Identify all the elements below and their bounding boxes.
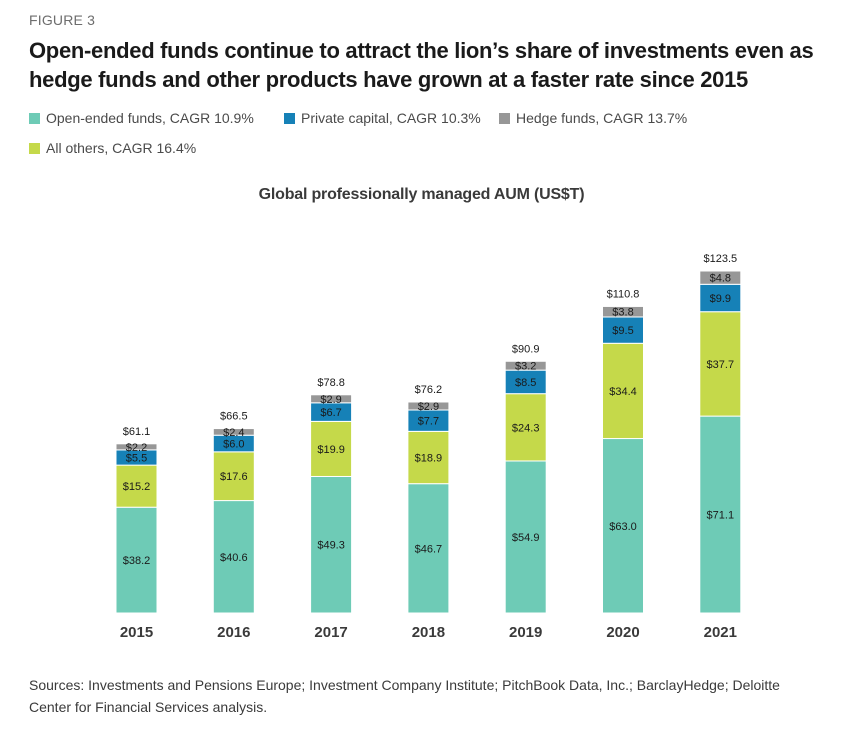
bar-segment-hedge-funds — [212, 428, 255, 436]
bar-segment-all-others — [115, 464, 158, 508]
value-label: $2.4 — [223, 427, 244, 439]
bar-segment-hedge-funds — [407, 401, 450, 411]
x-tick-label: 2017 — [314, 624, 347, 641]
bar-segment-private-capital — [602, 316, 644, 344]
bar-segment-hedge-funds — [602, 305, 644, 318]
legend-label-hedge-funds: Hedge funds, CAGR 13.7% — [516, 110, 688, 126]
legend-item-all-others: All others, CAGR 16.4% — [29, 140, 196, 156]
value-label: $18.9 — [415, 453, 443, 465]
headline: Open-ended funds continue to attract the… — [29, 38, 814, 92]
bar-segment-all-others — [699, 311, 742, 417]
value-label: $2.2 — [126, 442, 147, 454]
value-label: $38.2 — [123, 555, 151, 567]
stacked-bar-chart: $38.2 $15.2 $5.5$2.2 $61.1 2015 $40.6 $17.6 $6.… — [115, 253, 742, 641]
bar-segment-open-ended — [602, 438, 644, 614]
total-label: $61.1 — [123, 426, 151, 438]
bar-segment-open-ended — [407, 483, 450, 614]
legend-swatch-private-capital — [284, 113, 295, 124]
x-tick-label: 2018 — [412, 624, 445, 641]
value-label: $7.7 — [418, 416, 439, 428]
value-label: $49.3 — [317, 540, 345, 552]
bar-segment-hedge-funds — [699, 270, 742, 285]
value-label: $2.9 — [320, 394, 341, 406]
value-label: $71.1 — [707, 510, 735, 522]
bar-segment-open-ended — [699, 415, 742, 614]
legend-label-private-capital: Private capital, CAGR 10.3% — [301, 110, 481, 126]
total-label: $110.8 — [607, 288, 640, 300]
sources-note: Sources: Investments and Pensions Europe… — [29, 677, 780, 715]
value-label: $63.0 — [609, 521, 637, 533]
bar-segment-hedge-funds — [115, 443, 158, 451]
x-tick-label: 2016 — [217, 624, 250, 641]
total-label: $78.8 — [317, 377, 345, 389]
total-label: $90.9 — [512, 343, 540, 355]
value-label: $19.9 — [317, 444, 345, 456]
total-label: $76.2 — [415, 384, 443, 396]
value-label: $9.5 — [612, 325, 633, 337]
chart-title: Global professionally managed AUM (US$T) — [258, 186, 585, 203]
legend-item-hedge-funds: Hedge funds, CAGR 13.7% — [499, 110, 687, 126]
bar-segment-hedge-funds — [504, 360, 547, 371]
bar-segment-open-ended — [212, 500, 255, 614]
x-tick-label: 2015 — [120, 624, 153, 641]
value-label: $17.6 — [220, 471, 248, 483]
value-label: $9.9 — [710, 293, 731, 305]
legend-swatch-all-others — [29, 143, 40, 154]
value-label: $6.0 — [223, 439, 244, 451]
value-label: $2.9 — [418, 401, 439, 413]
value-label: $5.5 — [126, 453, 147, 465]
value-label: $8.5 — [515, 377, 536, 389]
bar-segment-hedge-funds — [310, 394, 353, 404]
value-label: $54.9 — [512, 532, 540, 544]
value-label: $6.7 — [320, 407, 341, 419]
bar-segment-open-ended — [115, 506, 158, 614]
value-label: $46.7 — [415, 543, 443, 555]
value-label: $3.2 — [515, 361, 536, 373]
value-label: $3.8 — [612, 307, 633, 319]
bar-segment-all-others — [504, 393, 547, 462]
value-label: $15.2 — [123, 481, 151, 493]
value-label: $34.4 — [609, 386, 637, 398]
value-label: $24.3 — [512, 422, 540, 434]
value-label: $4.8 — [710, 273, 731, 285]
legend-swatch-hedge-funds — [499, 113, 510, 124]
value-label: $37.7 — [707, 359, 735, 371]
figure-label: FIGURE 3 — [29, 12, 96, 28]
x-tick-label: 2021 — [704, 624, 737, 641]
legend-label-all-others: All others, CAGR 16.4% — [46, 140, 197, 156]
legend-item-private-capital: Private capital, CAGR 10.3% — [284, 110, 481, 126]
x-tick-label: 2020 — [606, 624, 639, 641]
legend-swatch-open-ended — [29, 113, 40, 124]
value-label: $40.6 — [220, 552, 248, 564]
bar-segment-all-others — [602, 342, 644, 440]
legend-item-open-ended: Open-ended funds, CAGR 10.9% — [29, 110, 254, 126]
x-tick-label: 2019 — [509, 624, 542, 641]
legend-label-open-ended: Open-ended funds, CAGR 10.9% — [46, 110, 254, 126]
bar-segment-all-others — [407, 430, 450, 485]
total-label: $123.5 — [703, 253, 737, 265]
bar-segment-open-ended — [310, 475, 353, 614]
total-label: $66.5 — [220, 411, 248, 423]
bar-segment-private-capital — [699, 283, 742, 313]
